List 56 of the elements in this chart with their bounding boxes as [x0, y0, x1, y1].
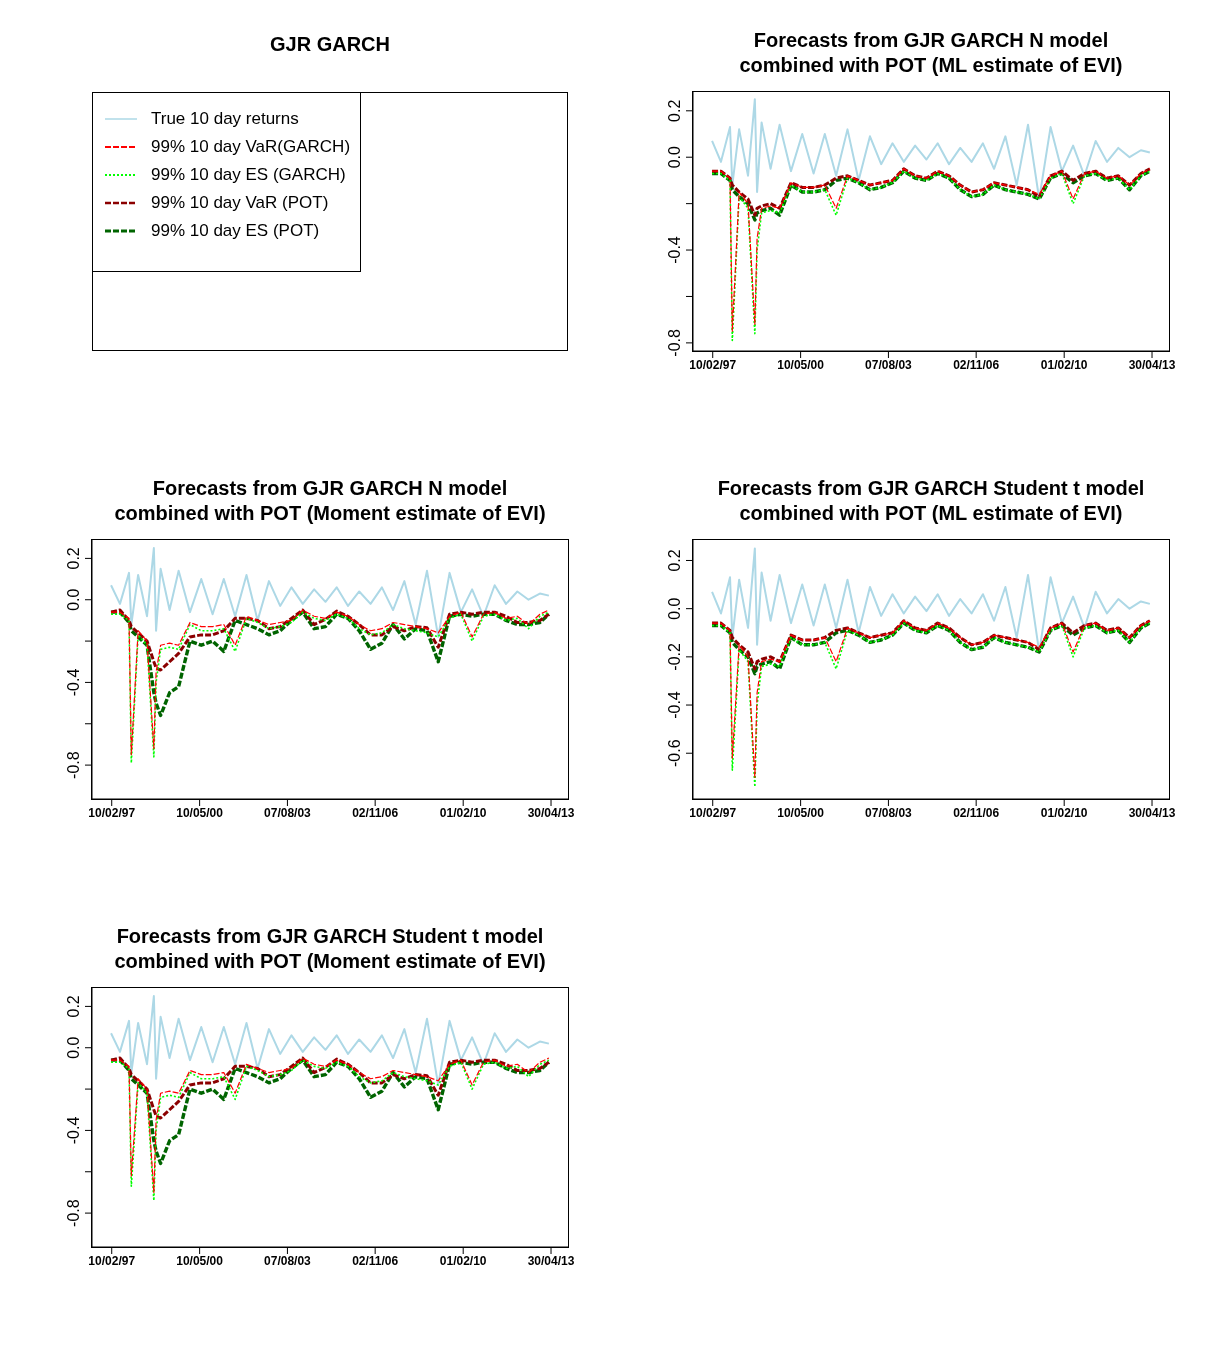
legend-label: 99% 10 day VaR (POT) — [151, 193, 329, 213]
line-series — [110, 547, 550, 638]
y-tick-label: -0.8 — [65, 751, 82, 779]
x-tick-label: 10/05/00 — [777, 357, 825, 372]
y-tick-label: 0.0 — [65, 588, 82, 611]
x-tick-label: 07/08/03 — [264, 805, 312, 820]
y-tick-label: 0.2 — [65, 995, 82, 1018]
y-tick-label: -0.4 — [65, 668, 82, 697]
x-tick-label: 01/02/10 — [439, 1253, 487, 1268]
y-tick-label: 0.2 — [666, 549, 683, 572]
legend-label: 99% 10 day VaR(GARCH) — [151, 137, 351, 157]
y-tick-label: -0.4 — [666, 691, 683, 719]
x-tick-label: 07/08/03 — [865, 357, 913, 372]
text: GJR GARCH — [269, 32, 391, 57]
line-series — [109, 1056, 551, 1120]
y-tick-label: -0.4 — [666, 236, 683, 264]
y-tick-label: 0.0 — [65, 1036, 82, 1059]
x-tick-label: 02/11/06 — [953, 805, 1000, 820]
legend-label: 99% 10 day ES (GARCH) — [151, 165, 346, 185]
chart-title: Forecasts from GJR GARCH Student t model combined with POT (Moment estimate of EVI) — [113, 924, 547, 974]
x-tick-label: 01/02/10 — [1040, 357, 1088, 372]
legend-label: True 10 day returns — [151, 109, 299, 129]
x-tick-label: 30/04/13 — [1128, 357, 1176, 372]
x-tick-label: 30/04/13 — [1128, 805, 1176, 820]
line-series — [711, 98, 1151, 200]
y-tick-label: 0.2 — [65, 547, 82, 570]
x-tick-label: 02/11/06 — [352, 805, 399, 820]
y-tick-label: 0.2 — [666, 99, 683, 122]
x-tick-label: 10/02/97 — [88, 1253, 136, 1268]
x-tick-label: 01/02/10 — [1040, 805, 1088, 820]
x-tick-label: 10/02/97 — [689, 357, 737, 372]
x-tick-label: 02/11/06 — [953, 357, 1000, 372]
y-tick-label: -0.8 — [666, 328, 683, 357]
y-tick-label: 0.0 — [666, 597, 683, 620]
x-tick-label: 10/02/97 — [88, 805, 136, 820]
chart-title: Forecasts from GJR GARCH N model combined with POT (Moment estimate of EVI) — [113, 476, 547, 526]
legend-label: 99% 10 day ES (POT) — [151, 221, 320, 241]
x-tick-label: 30/04/13 — [527, 1253, 575, 1268]
x-tick-label: 10/02/97 — [689, 805, 737, 820]
chart-title: Forecasts from GJR GARCH N model combined with POT (ML estimate of EVI) — [738, 28, 1124, 78]
x-tick-label: 07/08/03 — [264, 1253, 312, 1268]
line-series — [109, 608, 551, 672]
line-series — [110, 995, 550, 1086]
x-tick-label: 02/11/06 — [352, 1253, 399, 1268]
x-tick-label: 30/04/13 — [527, 805, 575, 820]
y-tick-label: -0.8 — [65, 1199, 82, 1227]
x-tick-label: 10/05/00 — [777, 805, 825, 820]
chart-title: Forecasts from GJR GARCH Student t model combined with POT (ML estimate of EVI) — [716, 476, 1146, 526]
y-tick-label: 0.0 — [666, 146, 683, 169]
x-tick-label: 01/02/10 — [439, 805, 487, 820]
x-tick-label: 10/05/00 — [176, 1253, 224, 1268]
y-tick-label: -0.2 — [666, 642, 683, 671]
y-tick-label: -0.4 — [65, 1116, 82, 1145]
y-tick-label: -0.6 — [666, 739, 683, 768]
x-tick-label: 10/05/00 — [176, 805, 224, 820]
x-tick-label: 07/08/03 — [865, 805, 913, 820]
